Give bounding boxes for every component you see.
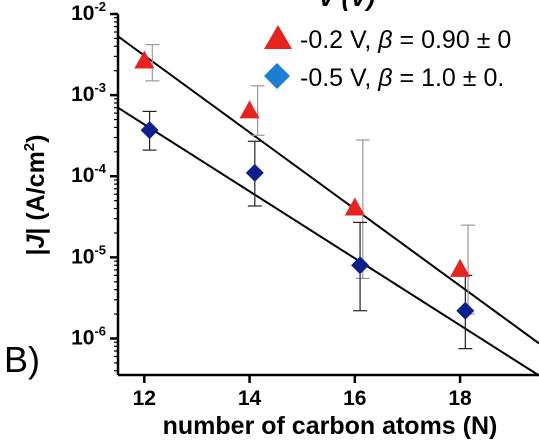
y-axis-title-sup: 2 (21, 143, 38, 151)
y-axis-title-mid: | (A/cm (22, 151, 50, 234)
y-axis-title-post: ) (22, 135, 50, 143)
legend-entry-0: -0.2 V, β = 0.90 ± 0 (264, 25, 511, 54)
legend-marker-diamond (264, 63, 290, 89)
legend-label-1-post: = 1.0 ± 0. (393, 64, 505, 92)
y-tick-label: 10-6 (71, 323, 106, 349)
legend-label-1: -0.5 V, β = 1.0 ± 0. (300, 64, 504, 92)
y-tick-label: 10-3 (71, 80, 106, 106)
y-tick-label: 10-4 (71, 161, 107, 187)
legend-entry-1: -0.5 V, β = 1.0 ± 0. (264, 63, 504, 92)
triangle-marker (344, 197, 365, 216)
legend-label-1-beta: β (377, 64, 392, 92)
triangle-marker (450, 258, 471, 277)
y-tick-exponent: -3 (94, 80, 106, 95)
diamond-marker (351, 256, 370, 275)
fit-line-0 (117, 35, 539, 345)
legend-label-0-post: = 0.90 ± 0 (393, 26, 512, 54)
diamond-marker (456, 301, 475, 320)
x-axis-title: number of carbon atoms (N) (163, 412, 498, 440)
y-axis-title-pre: | (22, 248, 50, 255)
diamond-marker (140, 121, 159, 140)
triangle-marker (134, 50, 155, 69)
legend-label-0: -0.2 V, β = 0.90 ± 0 (300, 26, 511, 54)
panel-label: B) (4, 339, 40, 380)
y-axis-title-italic: J (22, 233, 50, 248)
x-tick-label: 12 (133, 387, 156, 410)
diamond-marker (245, 163, 264, 182)
y-tick-base: 10 (71, 245, 94, 268)
legend-label-0-pre: -0.2 V, (300, 26, 378, 54)
x-ticks: 12 14 16 18 (133, 375, 472, 410)
y-tick-exponent: -4 (94, 161, 106, 176)
y-tick-exponent: -6 (94, 323, 106, 338)
legend-label-0-beta: β (377, 26, 392, 54)
y-tick-exponent: -5 (94, 242, 106, 257)
y-tick-base: 10 (71, 2, 94, 25)
x-tick-label: 14 (238, 387, 262, 410)
legend-marker-triangle (264, 25, 292, 49)
fit-lines (117, 35, 539, 377)
triangle-marker (239, 100, 260, 119)
y-tick-exponent: -2 (94, 0, 106, 14)
legend-label-1-pre: -0.5 V, (300, 64, 378, 92)
fit-line-1 (117, 106, 539, 377)
y-tick-base: 10 (71, 83, 94, 106)
y-axis-title: |J| (A/cm2) (21, 135, 50, 256)
legend-title: V (V) (318, 0, 375, 12)
y-tick-base: 10 (71, 326, 94, 349)
data-markers (134, 50, 475, 320)
y-tick-label: 10-2 (71, 0, 106, 25)
x-tick-label: 18 (448, 387, 472, 410)
y-tick-label: 10-5 (71, 242, 106, 268)
y-tick-base: 10 (71, 164, 94, 187)
y-ticks: 10-210-310-410-510-6 (71, 0, 118, 372)
x-tick-label: 16 (343, 387, 366, 410)
